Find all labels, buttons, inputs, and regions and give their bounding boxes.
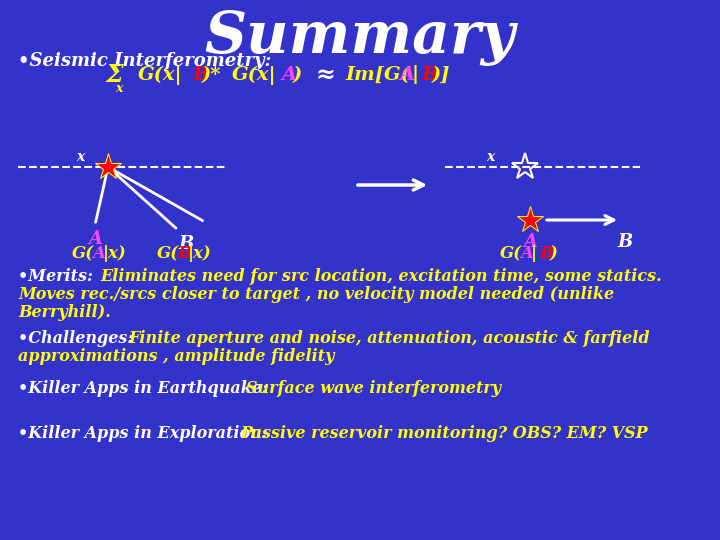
Text: Finite aperture and noise, attenuation, acoustic & farfield: Finite aperture and noise, attenuation, …	[128, 330, 649, 347]
Text: Passive reservoir monitoring? OBS? EM? VSP: Passive reservoir monitoring? OBS? EM? V…	[240, 425, 647, 442]
Text: Surface wave interferometry: Surface wave interferometry	[246, 380, 501, 397]
Text: •Merits:: •Merits:	[18, 268, 99, 285]
Text: A: A	[88, 230, 102, 248]
Text: Berryhill).: Berryhill).	[18, 304, 111, 321]
Text: ): )	[293, 66, 302, 84]
Text: G(: G(	[157, 245, 179, 262]
Text: Σ: Σ	[106, 63, 124, 87]
Text: x: x	[486, 150, 494, 164]
Text: B: B	[617, 233, 633, 251]
Text: •Killer Apps in Exploration:: •Killer Apps in Exploration:	[18, 425, 274, 442]
Text: B: B	[179, 235, 194, 253]
Text: |x): |x)	[103, 245, 127, 262]
Text: |: |	[531, 245, 537, 262]
Text: x: x	[115, 82, 122, 94]
Text: x: x	[76, 150, 84, 164]
Text: G(: G(	[500, 245, 522, 262]
Text: •Seismic Interferometry:: •Seismic Interferometry:	[18, 52, 271, 70]
Text: •Killer Apps in Earthquake:: •Killer Apps in Earthquake:	[18, 380, 274, 397]
Text: Moves rec./srcs closer to target , no velocity model needed (unlike: Moves rec./srcs closer to target , no ve…	[18, 286, 614, 303]
Text: G(: G(	[72, 245, 94, 262]
Text: |: |	[411, 65, 418, 84]
Text: G(x|: G(x|	[138, 65, 183, 85]
Text: A: A	[282, 66, 297, 84]
Text: ): )	[550, 245, 558, 262]
Text: approximations , amplitude fidelity: approximations , amplitude fidelity	[18, 348, 334, 365]
Text: )*: )*	[202, 66, 222, 84]
Text: )]: )]	[432, 66, 451, 84]
Text: Summary: Summary	[204, 10, 516, 66]
Text: B: B	[177, 245, 191, 262]
Text: Eliminates need for src location, excitation time, some statics.: Eliminates need for src location, excita…	[100, 268, 662, 285]
Text: A: A	[520, 245, 533, 262]
Text: ≈: ≈	[315, 63, 335, 87]
Text: A: A	[92, 245, 105, 262]
Text: A: A	[523, 233, 537, 251]
Text: Im[G(: Im[G(	[345, 66, 410, 84]
Text: |x): |x)	[188, 245, 212, 262]
Text: B: B	[192, 66, 209, 84]
Text: B: B	[539, 245, 553, 262]
Text: A: A	[400, 66, 415, 84]
Text: B: B	[421, 66, 438, 84]
Text: •Challenges:: •Challenges:	[18, 330, 139, 347]
Text: G(x|: G(x|	[232, 65, 276, 85]
